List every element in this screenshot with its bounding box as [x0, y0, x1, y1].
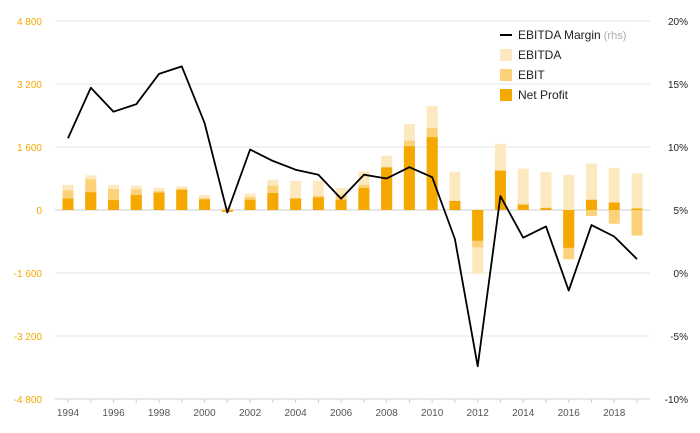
net-profit-bar: [494, 170, 506, 210]
net-profit-bar: [540, 208, 552, 210]
y-left-tick-label: -4 800: [14, 395, 43, 406]
x-tick-label: 2004: [284, 408, 307, 419]
net-profit-bar: [449, 200, 461, 210]
y-left-tick-label: 0: [36, 206, 42, 217]
net-profit-bar: [563, 210, 575, 248]
y-left-tick-label: 1 600: [17, 143, 42, 154]
y-right-tick-label: 20%: [668, 17, 688, 28]
legend-swatch-ebitda: [500, 49, 512, 61]
x-tick-label: 2000: [193, 408, 216, 419]
legend-label-ebitda: EBITDA: [518, 48, 561, 62]
net-profit-bar: [381, 167, 393, 210]
margin-line: [67, 65, 638, 368]
net-profit-bar: [130, 195, 142, 210]
legend-label-ebit: EBIT: [518, 68, 545, 82]
ebitda-bar: [312, 180, 324, 210]
ebitda-bar: [540, 172, 552, 210]
ebit-bar: [608, 210, 620, 224]
net-profit-bar: [631, 208, 643, 210]
y-right-tick-label: 5%: [674, 206, 689, 217]
net-profit-bar: [62, 198, 74, 210]
x-tick-label: 2016: [558, 408, 581, 419]
net-profit-bar: [85, 192, 97, 210]
ebit-bar: [585, 210, 597, 216]
net-profit-bar: [176, 189, 188, 210]
ebitda-bar: [563, 174, 575, 210]
net-profit-bar: [267, 193, 279, 210]
axes: 4 800 20% 3 200 15% 1 600 10% 0 5% -1 600 0% -3 20…: [14, 17, 688, 419]
y-left-tick-label: 4 800: [17, 17, 42, 28]
legend-swatch-net-profit: [500, 89, 512, 101]
x-tick-label: 1994: [57, 408, 80, 419]
x-tick-label: 2006: [330, 408, 353, 419]
net-profit-bar: [290, 198, 302, 210]
net-profit-bar: [585, 199, 597, 210]
ebitda-bar: [221, 207, 233, 210]
x-tick-label: 2012: [467, 408, 490, 419]
net-profit-bar: [335, 199, 347, 210]
net-profit-bar: [108, 200, 120, 210]
x-tick-label: 2002: [239, 408, 262, 419]
net-profit-bar: [199, 199, 211, 210]
ebitda-bar: [585, 163, 597, 210]
net-profit-bar: [472, 210, 484, 241]
y-right-tick-label: 0%: [674, 269, 689, 280]
x-tick-label: 2014: [512, 408, 535, 419]
x-tick-label: 1998: [148, 408, 171, 419]
legend: EBITDA Margin (rhs) EBITDA EBIT Net Profit: [500, 28, 626, 102]
net-profit-bar: [426, 137, 438, 210]
y-left-tick-label: -3 200: [14, 332, 43, 343]
net-profit-bar: [358, 187, 370, 210]
ebitda-bar: [517, 168, 529, 210]
x-tick-label: 2010: [421, 408, 444, 419]
ebit-bar: [108, 189, 120, 210]
gridlines: [55, 20, 650, 400]
y-right-tick-label: 10%: [668, 143, 688, 154]
y-right-tick-label: -5%: [670, 332, 688, 343]
net-profit-bar: [244, 199, 256, 210]
net-profit-bar: [312, 197, 324, 210]
ebitda-bar: [608, 167, 620, 210]
y-right-tick-label: -10%: [665, 395, 688, 406]
legend-label-suffix: (rhs): [601, 30, 627, 42]
y-left-tick-label: 3 200: [17, 80, 42, 91]
legend-label-ebitda-margin: EBITDA Margin (rhs): [518, 28, 626, 42]
legend-label-net-profit: Net Profit: [518, 88, 569, 102]
ebitda-margin-line: [67, 65, 638, 368]
x-tick-label: 1996: [102, 408, 125, 419]
ebitda-bar: [449, 171, 461, 210]
legend-swatch-ebit: [500, 69, 512, 81]
net-profit-bar: [608, 202, 620, 210]
net-profit-bar: [517, 204, 529, 210]
net-profit-bar: [153, 192, 165, 210]
y-right-tick-label: 15%: [668, 80, 688, 91]
net-profit-bar: [403, 146, 415, 210]
ebitda-bar: [290, 180, 302, 210]
ebitda-bar: [631, 173, 643, 210]
ebit-bar: [631, 210, 643, 236]
x-tick-label: 2018: [603, 408, 626, 419]
bars: [62, 106, 643, 274]
x-tick-label: 2008: [376, 408, 399, 419]
y-left-tick-label: -1 600: [14, 269, 43, 280]
